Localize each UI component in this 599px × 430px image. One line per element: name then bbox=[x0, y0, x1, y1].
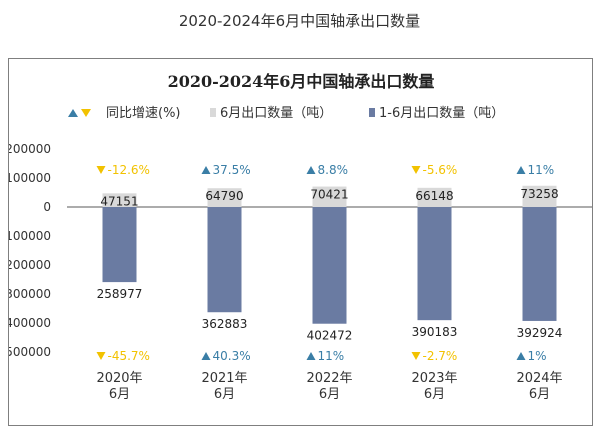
bar-series1-value-label: 73258 bbox=[520, 187, 558, 201]
bar-series1 bbox=[417, 187, 452, 207]
growth-series1-label: -5.6% bbox=[423, 163, 458, 177]
bar-series2 bbox=[522, 207, 557, 321]
growth-series2-label: 40.3% bbox=[213, 349, 251, 363]
growth-series1-down-triangle-icon bbox=[411, 166, 421, 174]
growth-series1-label: 8.8% bbox=[318, 163, 349, 177]
growth-series2-up-triangle-icon bbox=[516, 352, 526, 360]
x-tick-label: 6月 bbox=[109, 387, 130, 402]
y-tick-label: 500000 bbox=[9, 345, 51, 359]
y-tick-label: 200000 bbox=[9, 258, 51, 272]
x-tick-label: 6月 bbox=[214, 387, 235, 402]
y-tick-label: 300000 bbox=[9, 287, 51, 301]
bar-series1-value-label: 64790 bbox=[205, 189, 243, 203]
bar-series1-value-label: 66148 bbox=[415, 189, 453, 203]
bar-series2 bbox=[207, 207, 242, 313]
growth-series1-up-triangle-icon bbox=[516, 166, 526, 174]
x-tick-label: 6月 bbox=[529, 387, 550, 402]
y-tick-label: 100000 bbox=[9, 229, 51, 243]
legend-series2-label: 1-6月出口数量（吨） bbox=[379, 106, 504, 121]
x-tick-label: 2022年 bbox=[306, 371, 352, 386]
bar-series2-value-label: 362883 bbox=[202, 317, 248, 331]
page-title: 2020-2024年6月中国轴承出口数量 bbox=[178, 12, 421, 30]
bar-series1 bbox=[312, 186, 347, 207]
legend-series1-label: 6月出口数量（吨） bbox=[220, 106, 332, 121]
x-tick-label: 2020年 bbox=[96, 371, 142, 386]
plot-area: 200000 100000 0 100000 200000 300000 400000 500… bbox=[9, 142, 592, 402]
bar-series1 bbox=[522, 185, 557, 207]
bar-series1-value-label: 70421 bbox=[310, 188, 348, 202]
growth-series2-label: -2.7% bbox=[423, 349, 458, 363]
x-tick-label: 6月 bbox=[424, 387, 445, 402]
legend: 同比增速(%) 6月出口数量（吨） 1-6月出口数量（吨） bbox=[68, 106, 504, 121]
y-tick-label: 0 bbox=[43, 200, 51, 214]
x-tick-label: 2023年 bbox=[411, 371, 457, 386]
growth-series1-up-triangle-icon bbox=[201, 166, 211, 174]
bar-series2 bbox=[312, 207, 347, 324]
bar-series2-value-label: 390183 bbox=[412, 325, 458, 339]
chart-svg: 2020-2024年6月中国轴承出口数量 同比增速(%) 6月出口数量（吨） 1… bbox=[9, 72, 592, 402]
bar-series1 bbox=[207, 188, 242, 207]
growth-series2-down-triangle-icon bbox=[411, 352, 421, 360]
bar-series1-value-label: 47151 bbox=[100, 194, 138, 208]
bar-series2-value-label: 392924 bbox=[517, 326, 563, 340]
bar-series1 bbox=[102, 193, 137, 207]
chart-title: 2020-2024年6月中国轴承出口数量 bbox=[168, 72, 435, 91]
legend-growth-label: 同比增速(%) bbox=[106, 106, 181, 121]
growth-series2-label: 11% bbox=[318, 349, 345, 363]
growth-series2-down-triangle-icon bbox=[96, 352, 106, 360]
growth-series2-up-triangle-icon bbox=[201, 352, 211, 360]
y-tick-label: 100000 bbox=[9, 171, 51, 185]
bar-series2 bbox=[417, 207, 452, 321]
growth-series1-label: -12.6% bbox=[108, 163, 150, 177]
bar-series2-value-label: 402472 bbox=[307, 329, 353, 343]
legend-down-triangle-icon bbox=[81, 109, 91, 117]
growth-series1-up-triangle-icon bbox=[306, 166, 316, 174]
y-tick-label: 200000 bbox=[9, 142, 51, 156]
growth-series1-label: 37.5% bbox=[213, 163, 251, 177]
y-tick-label: 400000 bbox=[9, 316, 51, 330]
growth-series2-label: -45.7% bbox=[108, 349, 150, 363]
legend-series2-swatch bbox=[369, 108, 375, 117]
growth-series1-label: 11% bbox=[528, 163, 555, 177]
growth-series2-up-triangle-icon bbox=[306, 352, 316, 360]
x-tick-label: 2021年 bbox=[201, 371, 247, 386]
growth-series1-down-triangle-icon bbox=[96, 166, 106, 174]
x-tick-label: 6月 bbox=[319, 387, 340, 402]
legend-up-triangle-icon bbox=[68, 109, 78, 117]
bar-series2 bbox=[102, 207, 137, 283]
bar-series2-value-label: 258977 bbox=[97, 287, 143, 301]
chart-frame: 2020-2024年6月中国轴承出口数量 同比增速(%) 6月出口数量（吨） 1… bbox=[8, 58, 593, 426]
x-tick-label: 2024年 bbox=[516, 371, 562, 386]
legend-series1-swatch bbox=[210, 108, 216, 117]
growth-series2-label: 1% bbox=[528, 349, 547, 363]
